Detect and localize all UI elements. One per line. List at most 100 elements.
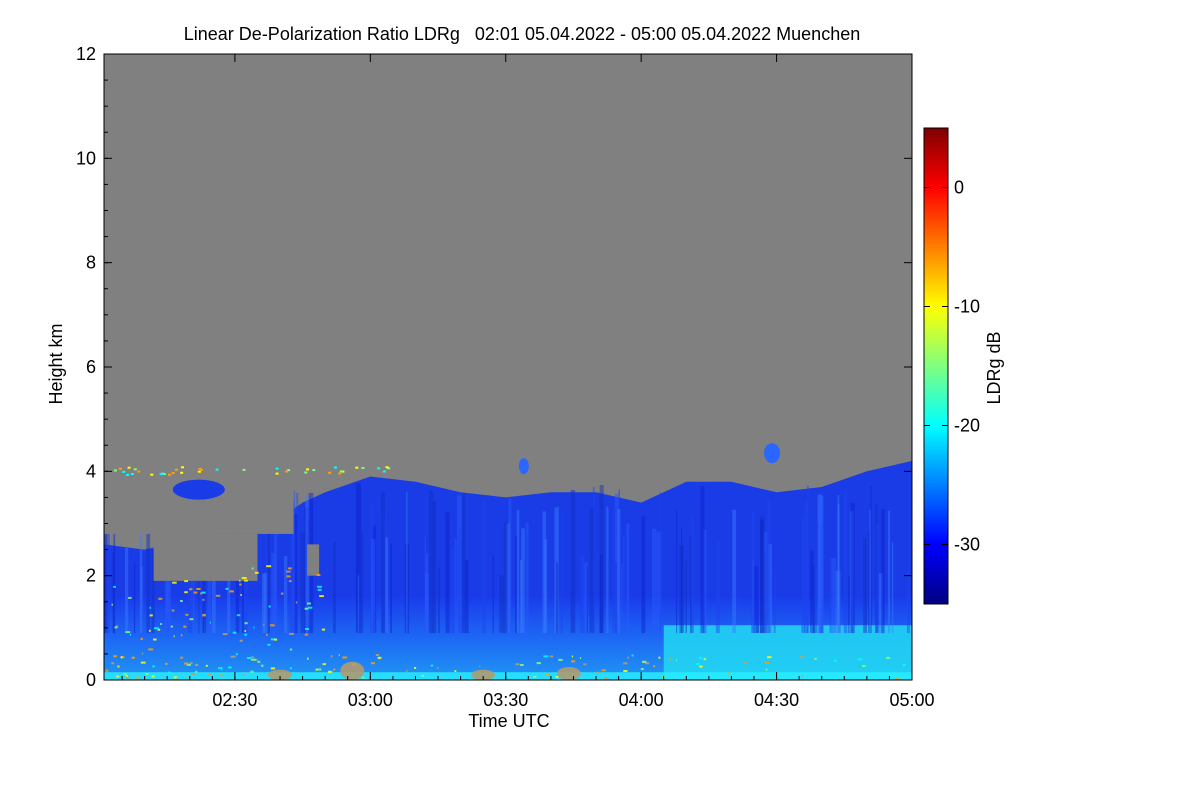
speckle bbox=[623, 662, 628, 665]
speckle bbox=[241, 577, 247, 579]
chart-title: Linear De-Polarization Ratio LDRg 02:01 … bbox=[184, 24, 860, 44]
speckle bbox=[140, 637, 143, 640]
speckle bbox=[268, 605, 271, 608]
speckle bbox=[644, 662, 650, 665]
streak bbox=[264, 572, 268, 634]
speckle bbox=[289, 648, 293, 651]
speckle bbox=[275, 467, 279, 470]
streak bbox=[139, 566, 144, 634]
streak bbox=[835, 570, 840, 633]
speckle bbox=[195, 670, 198, 673]
streak bbox=[525, 522, 529, 633]
speckle bbox=[274, 638, 278, 641]
speckle bbox=[162, 675, 164, 678]
streak bbox=[289, 499, 295, 633]
streak bbox=[592, 486, 595, 634]
speckle bbox=[307, 657, 309, 660]
streak bbox=[516, 509, 520, 633]
speckle bbox=[207, 673, 212, 676]
speckle bbox=[583, 663, 587, 666]
streak bbox=[812, 564, 816, 634]
streak bbox=[358, 575, 360, 634]
speckle bbox=[230, 655, 236, 658]
speckle bbox=[126, 473, 130, 476]
speckle bbox=[266, 633, 268, 636]
streak bbox=[570, 490, 576, 633]
speckle bbox=[257, 660, 261, 663]
streak bbox=[652, 528, 657, 634]
y-tick-label: 10 bbox=[76, 148, 96, 168]
speckle bbox=[172, 581, 177, 584]
speckle bbox=[304, 633, 309, 636]
streak bbox=[760, 516, 765, 634]
speckle bbox=[317, 588, 322, 591]
speckle bbox=[184, 591, 188, 594]
speckle bbox=[801, 675, 804, 678]
speckle bbox=[111, 662, 115, 665]
colorbar-ticks: 0 -10 -20 -30 bbox=[924, 178, 980, 555]
streak bbox=[166, 537, 169, 634]
streak bbox=[492, 554, 494, 634]
speckle bbox=[235, 653, 238, 656]
streak bbox=[381, 492, 385, 634]
streak bbox=[554, 507, 559, 634]
speckle bbox=[133, 468, 137, 471]
speckle bbox=[149, 606, 151, 609]
speckle bbox=[699, 665, 703, 668]
speckle bbox=[580, 657, 582, 659]
streak bbox=[112, 552, 114, 634]
speckle bbox=[168, 671, 171, 674]
speckle bbox=[288, 567, 292, 570]
speckle bbox=[221, 668, 223, 671]
streak bbox=[869, 510, 872, 634]
speckle bbox=[141, 652, 144, 655]
speckle bbox=[687, 675, 692, 678]
streak bbox=[623, 535, 625, 633]
speckle bbox=[145, 673, 149, 675]
streak bbox=[133, 562, 136, 633]
streak bbox=[809, 550, 814, 634]
streak bbox=[382, 513, 387, 634]
speckle bbox=[669, 658, 671, 661]
streak bbox=[875, 524, 880, 633]
speckle bbox=[180, 634, 183, 637]
streak bbox=[202, 569, 204, 633]
y-axis: 0 2 4 6 8 10 12 bbox=[76, 44, 912, 690]
speckle bbox=[558, 658, 563, 661]
speckle bbox=[183, 625, 187, 628]
speckle bbox=[222, 633, 228, 636]
speckle bbox=[254, 571, 259, 574]
speckle bbox=[209, 621, 211, 624]
streak bbox=[105, 497, 110, 634]
speckle bbox=[225, 587, 229, 590]
speckle bbox=[328, 471, 332, 474]
streak bbox=[432, 501, 437, 633]
speckle bbox=[857, 658, 863, 661]
x-axis-label: Time UTC bbox=[468, 711, 549, 731]
streak bbox=[907, 568, 910, 633]
streak bbox=[615, 562, 618, 633]
speckle bbox=[129, 633, 132, 636]
speckle bbox=[519, 664, 524, 666]
speckle bbox=[149, 614, 153, 617]
speckle bbox=[161, 472, 165, 475]
colorbar-tick-label: -20 bbox=[954, 416, 980, 436]
speckle bbox=[135, 676, 140, 679]
streak bbox=[818, 492, 824, 633]
speckle bbox=[186, 663, 191, 666]
speckle bbox=[250, 670, 254, 673]
speckle bbox=[675, 659, 677, 662]
speckle bbox=[361, 676, 365, 679]
speckle bbox=[703, 658, 707, 661]
streak bbox=[641, 516, 646, 633]
speckle bbox=[189, 588, 193, 591]
speckle bbox=[338, 472, 342, 475]
streak bbox=[599, 485, 604, 633]
speckle bbox=[479, 665, 481, 668]
streak bbox=[370, 505, 375, 633]
streak bbox=[760, 520, 764, 633]
speckle bbox=[377, 656, 382, 659]
surface-layer bbox=[104, 672, 912, 680]
streak bbox=[849, 511, 854, 633]
